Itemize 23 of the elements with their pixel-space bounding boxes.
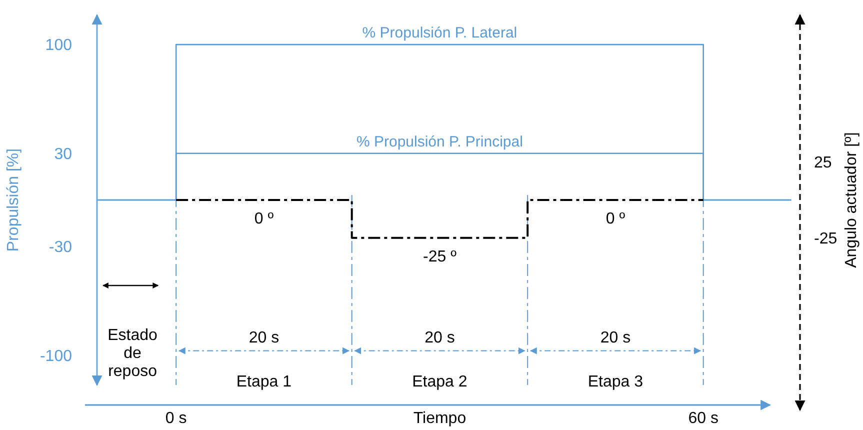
y2-tick-label: -25	[814, 230, 838, 248]
series-label: % Propulsión P. Principal	[356, 133, 523, 150]
x-tick-label: 60 s	[688, 410, 718, 427]
y-tick-label: 100	[45, 37, 72, 54]
annotation: Estado de reposo	[108, 326, 158, 380]
annotation: -25 º	[423, 248, 457, 266]
y-tick-label: 30	[54, 146, 72, 163]
annotation: Etapa 2	[412, 373, 468, 390]
series-label: % Propulsión P. Lateral	[362, 24, 518, 42]
annotation: 0 º	[254, 210, 274, 228]
annotation: 20 s	[248, 329, 280, 346]
annotation: Etapa 3	[588, 373, 644, 390]
annotation: 0 º	[606, 210, 626, 228]
x-tick-label: 0 s	[165, 410, 187, 427]
y-tick-label: -30	[48, 239, 72, 256]
y2-axis-title: Angulo actuador [º]	[843, 132, 860, 268]
y-axis-title: Propulsión [%]	[5, 148, 22, 252]
annotation: 20 s	[600, 329, 631, 346]
y2-tick-label: 25	[814, 154, 832, 172]
y-tick-label: -100	[40, 348, 72, 366]
annotation: Etapa 1	[236, 373, 292, 390]
annotation: 20 s	[424, 329, 455, 346]
x-axis-title: Tiempo	[413, 410, 466, 427]
